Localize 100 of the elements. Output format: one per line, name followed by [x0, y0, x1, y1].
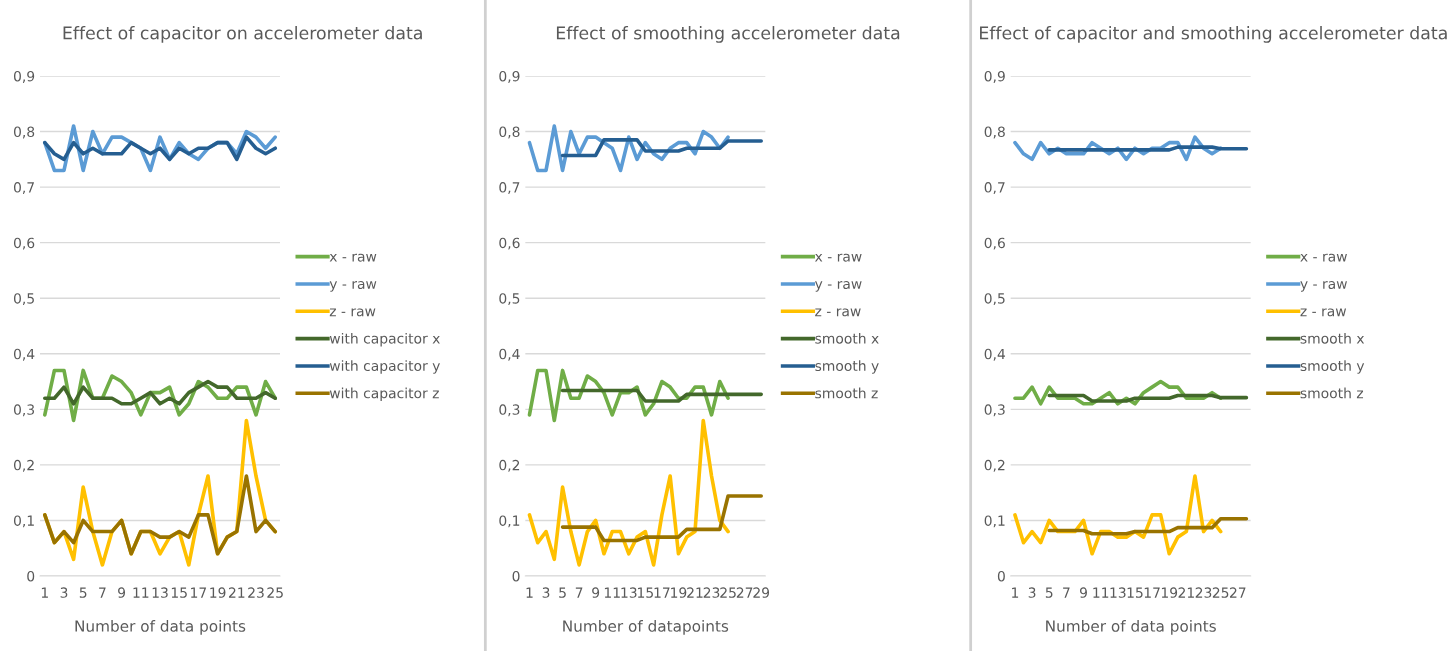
x-tick-label: 27 — [1229, 587, 1246, 598]
y-tick-label: 0,5 — [499, 293, 520, 306]
y-tick-label: 0,5 — [13, 293, 34, 306]
line-series — [560, 138, 764, 158]
y-tick-label: 0,2 — [984, 459, 1005, 472]
chart-title: Effect of capacitor and smoothing accelerometer data — [980, 26, 1447, 43]
y-tick-label: 0,1 — [984, 515, 1005, 528]
x-tick-label: 3 — [60, 587, 68, 598]
x-axis-title: Number of datapoints — [563, 620, 729, 635]
legend-label: with capacitor y — [329, 360, 440, 374]
x-tick-label: 25 — [720, 587, 736, 598]
y-tick-label: 0,9 — [499, 70, 520, 83]
legend-label: x - raw — [814, 253, 862, 262]
line-series — [42, 474, 278, 556]
x-tick-label: 21 — [1178, 587, 1194, 598]
x-tick-label: 5 — [79, 587, 87, 598]
y-tick-label: 0,6 — [984, 237, 1005, 250]
y-tick-label: 0,8 — [13, 126, 35, 139]
x-tick-label: 9 — [1079, 587, 1087, 598]
legend-label: y - raw — [329, 281, 377, 292]
x-tick-label: 19 — [210, 587, 226, 598]
line-series — [42, 379, 278, 406]
y-tick-label: 0 — [27, 570, 35, 582]
x-tick-label: 17 — [191, 587, 207, 598]
legend-label: z - raw — [815, 308, 861, 317]
y-tick-label: 0,7 — [984, 182, 1005, 194]
x-tick-label: 1 — [526, 587, 533, 598]
x-tick-label: 3 — [1028, 587, 1036, 598]
y-tick-label: 0,4 — [984, 348, 1006, 361]
x-tick-label: 7 — [99, 587, 106, 598]
y-tick-label: 0,4 — [499, 348, 520, 361]
y-tick-label: 0,9 — [13, 70, 35, 83]
y-tick-label: 0,8 — [984, 126, 1005, 139]
x-tick-label: 29 — [753, 587, 770, 598]
line-series — [527, 418, 730, 567]
legend-label: x - raw — [1300, 253, 1347, 262]
x-tick-label: 17 — [654, 587, 670, 598]
legend-label: y - raw — [1300, 281, 1347, 292]
line-series — [527, 368, 730, 423]
y-tick-label: 0,3 — [499, 404, 520, 417]
x-tick-label: 11 — [604, 587, 620, 598]
x-tick-label: 27 — [736, 587, 753, 598]
x-tick-label: 23 — [248, 587, 264, 598]
y-tick-label: 0,9 — [984, 70, 1005, 83]
y-tick-label: 0,3 — [13, 404, 35, 417]
x-tick-label: 7 — [575, 587, 583, 598]
legend-label: x - raw — [329, 253, 377, 262]
chart-title: Effect of capacitor on accelerometer data — [63, 26, 422, 43]
x-tick-label: 9 — [592, 587, 600, 598]
y-tick-label: 0,6 — [13, 237, 35, 250]
x-tick-label: 21 — [687, 587, 703, 598]
legend-label: with capacitor z — [329, 387, 439, 402]
x-tick-label: 15 — [171, 587, 187, 598]
y-tick-label: 0,4 — [13, 348, 35, 361]
y-tick-label: 0 — [512, 570, 520, 582]
legend-label: smooth z — [815, 387, 878, 399]
x-tick-label: 9 — [118, 587, 126, 598]
legend-label: smooth z — [1300, 387, 1364, 399]
y-tick-label: 0,6 — [499, 237, 520, 250]
x-tick-label: 1 — [1012, 587, 1019, 598]
x-tick-label: 13 — [1110, 587, 1126, 598]
y-tick-label: 0 — [997, 570, 1005, 582]
x-tick-label: 15 — [638, 587, 653, 598]
legend-label: smooth y — [815, 360, 879, 374]
x-tick-label: 11 — [1093, 587, 1109, 598]
x-tick-label: 13 — [621, 587, 637, 598]
legend-label: z - raw — [1300, 308, 1347, 317]
x-tick-label: 19 — [671, 587, 687, 598]
x-axis-title: Number of data points — [1046, 620, 1216, 635]
legend-label: with capacitor x — [329, 332, 440, 347]
x-tick-label: 25 — [1212, 587, 1229, 598]
legend-label: smooth x — [815, 332, 879, 344]
y-tick-label: 0,7 — [499, 182, 520, 194]
x-tick-label: 3 — [542, 587, 550, 598]
y-tick-label: 0,5 — [984, 293, 1005, 306]
chart-title: Effect of smoothing accelerometer data — [556, 26, 900, 43]
y-tick-label: 0,7 — [13, 182, 34, 194]
y-tick-label: 0,1 — [13, 515, 34, 528]
legend-label: smooth x — [1300, 332, 1365, 344]
y-tick-label: 0,1 — [499, 515, 520, 528]
x-axis-title: Number of data points — [75, 620, 246, 635]
x-tick-label: 5 — [1045, 587, 1053, 598]
legend-label: z - raw — [329, 308, 376, 317]
x-tick-label: 13 — [152, 587, 168, 598]
x-tick-label: 7 — [1063, 587, 1070, 598]
x-tick-label: 1 — [41, 587, 48, 598]
x-tick-label: 25 — [267, 587, 283, 598]
x-tick-label: 17 — [1144, 587, 1160, 598]
x-tick-label: 23 — [703, 587, 720, 598]
x-tick-label: 5 — [559, 587, 566, 598]
x-tick-label: 11 — [133, 587, 149, 598]
y-tick-label: 0,2 — [499, 459, 520, 472]
line-series — [42, 135, 278, 162]
x-tick-label: 23 — [1195, 587, 1212, 598]
x-tick-label: 19 — [1161, 587, 1178, 598]
y-tick-label: 0,3 — [984, 404, 1005, 417]
line-series — [560, 494, 764, 543]
legend-label: y - raw — [814, 281, 862, 292]
legend-label: smooth y — [1300, 360, 1365, 374]
x-tick-label: 15 — [1127, 587, 1143, 598]
